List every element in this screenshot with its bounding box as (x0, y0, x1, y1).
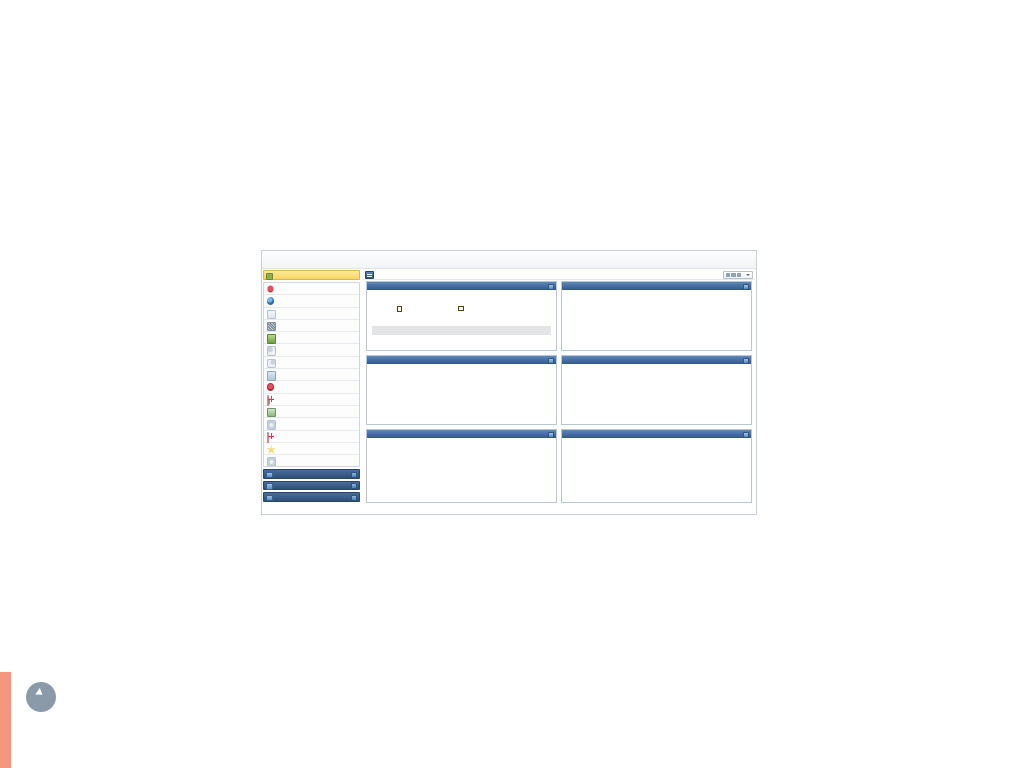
sidebar-dashboard-header[interactable] (263, 270, 360, 280)
panel-body (367, 290, 556, 350)
administration-icon (266, 494, 273, 502)
alert-icon (266, 285, 274, 293)
monitor-icon (457, 306, 464, 312)
sidebar-item-authentication-status[interactable] (264, 319, 359, 333)
total-devices-bar (372, 326, 551, 335)
dashboard-grid (366, 281, 752, 512)
panel-menu-icon[interactable] (742, 357, 749, 364)
watermark-accent-bar (0, 672, 11, 768)
expand-icon[interactable] (351, 494, 357, 501)
panel-menu-icon[interactable] (742, 283, 749, 290)
panel-body (562, 290, 751, 350)
panel-body (367, 364, 556, 424)
panel-authentication-status (561, 355, 752, 425)
sidebar-widget-list (263, 282, 360, 468)
layout-grid-icon[interactable] (365, 271, 374, 279)
watermark (0, 672, 240, 768)
sidebar-item-health-status[interactable] (264, 393, 359, 414)
layout-segment (731, 273, 736, 278)
device-category-icon (266, 346, 276, 356)
content-area (363, 270, 755, 514)
panel-menu-icon[interactable] (547, 357, 554, 364)
sidebar-item-device-family[interactable] (264, 356, 359, 370)
device-family-icon (266, 358, 276, 369)
stat-box-smartdevices[interactable] (372, 294, 429, 322)
sidebar-nav-administration[interactable] (263, 492, 360, 502)
sidebar-nav-monitoring[interactable] (263, 469, 360, 479)
configuration-icon (266, 483, 273, 490)
clearpass-application-window (261, 250, 757, 515)
chart-authentication-status (562, 364, 751, 424)
profiler-icon (266, 371, 276, 381)
panel-request-processing-time (366, 355, 557, 425)
sidebar-item-device-category[interactable] (264, 344, 359, 357)
phone-icon (397, 305, 403, 312)
sidebar (263, 270, 360, 514)
sidebar-item-quick-links[interactable] (264, 442, 359, 456)
authentication-icon (266, 321, 276, 332)
panel-all-requests (561, 281, 752, 351)
failed-auth-icon (266, 383, 274, 391)
latest-auth-icon (266, 407, 276, 418)
stat-box-computers[interactable] (433, 294, 490, 322)
stat-box-other-devices[interactable] (494, 294, 551, 322)
app-body (262, 269, 756, 515)
quick-links-icon (266, 444, 276, 454)
sidebar-item-endpoint-profiler-summary[interactable] (264, 369, 359, 382)
stat-label-row (457, 306, 466, 312)
quick-links-list (367, 438, 556, 502)
watermark-text (25, 678, 57, 716)
expand-icon[interactable] (351, 483, 357, 490)
monitoring-icon (266, 471, 273, 479)
panel-menu-icon[interactable] (547, 283, 554, 290)
sidebar-item-onguard-clients-summary[interactable] (264, 430, 359, 451)
onguard-icon (266, 431, 269, 451)
watermark-line-1 (25, 678, 57, 716)
panel-health-status (561, 429, 752, 503)
chevron-down-icon (746, 274, 750, 277)
globe-icon (266, 297, 274, 305)
chart-request-processing-time (367, 364, 556, 424)
request-time-icon (266, 457, 276, 467)
cluster-icon (266, 334, 276, 344)
app-header (262, 251, 756, 269)
expand-icon[interactable] (351, 471, 357, 478)
layout-segment (725, 273, 730, 278)
dashboard-icon (266, 272, 273, 280)
panel-body (367, 438, 556, 502)
panel-menu-icon[interactable] (742, 431, 749, 438)
chart-all-requests (562, 290, 751, 350)
sidebar-item-applications[interactable] (264, 307, 359, 320)
panel-quick-links (366, 429, 557, 503)
sidebar-item-failed-authentications[interactable] (264, 381, 359, 394)
sidebar-item-mdm-discovery-summary[interactable] (264, 418, 359, 431)
sidebar-item-latest-authentications[interactable] (264, 405, 359, 419)
header-links (737, 255, 752, 259)
stat-label-row (397, 305, 404, 312)
panel-body (562, 438, 751, 502)
sidebar-item-all-requests[interactable] (264, 295, 359, 308)
endpoint-stat-boxes (372, 294, 551, 322)
chart-health-status (562, 438, 751, 502)
sidebar-nav-configuration[interactable] (263, 480, 360, 491)
layout-segment (736, 273, 741, 278)
layout-picker-icon[interactable] (723, 271, 753, 280)
cursor-in-o-icon (26, 682, 56, 712)
sidebar-item-alerts[interactable] (264, 283, 359, 296)
sidebar-item-request-processing-time[interactable] (264, 455, 359, 467)
sidebar-item-cluster-status[interactable] (264, 332, 359, 345)
mdm-icon (266, 420, 276, 430)
health-icon (266, 394, 269, 414)
dashboard-toolbar (363, 270, 755, 280)
panel-menu-icon[interactable] (547, 431, 554, 438)
applications-icon (266, 309, 276, 320)
panel-body (562, 364, 751, 424)
panel-endpoint-profiler-summary (366, 281, 557, 351)
